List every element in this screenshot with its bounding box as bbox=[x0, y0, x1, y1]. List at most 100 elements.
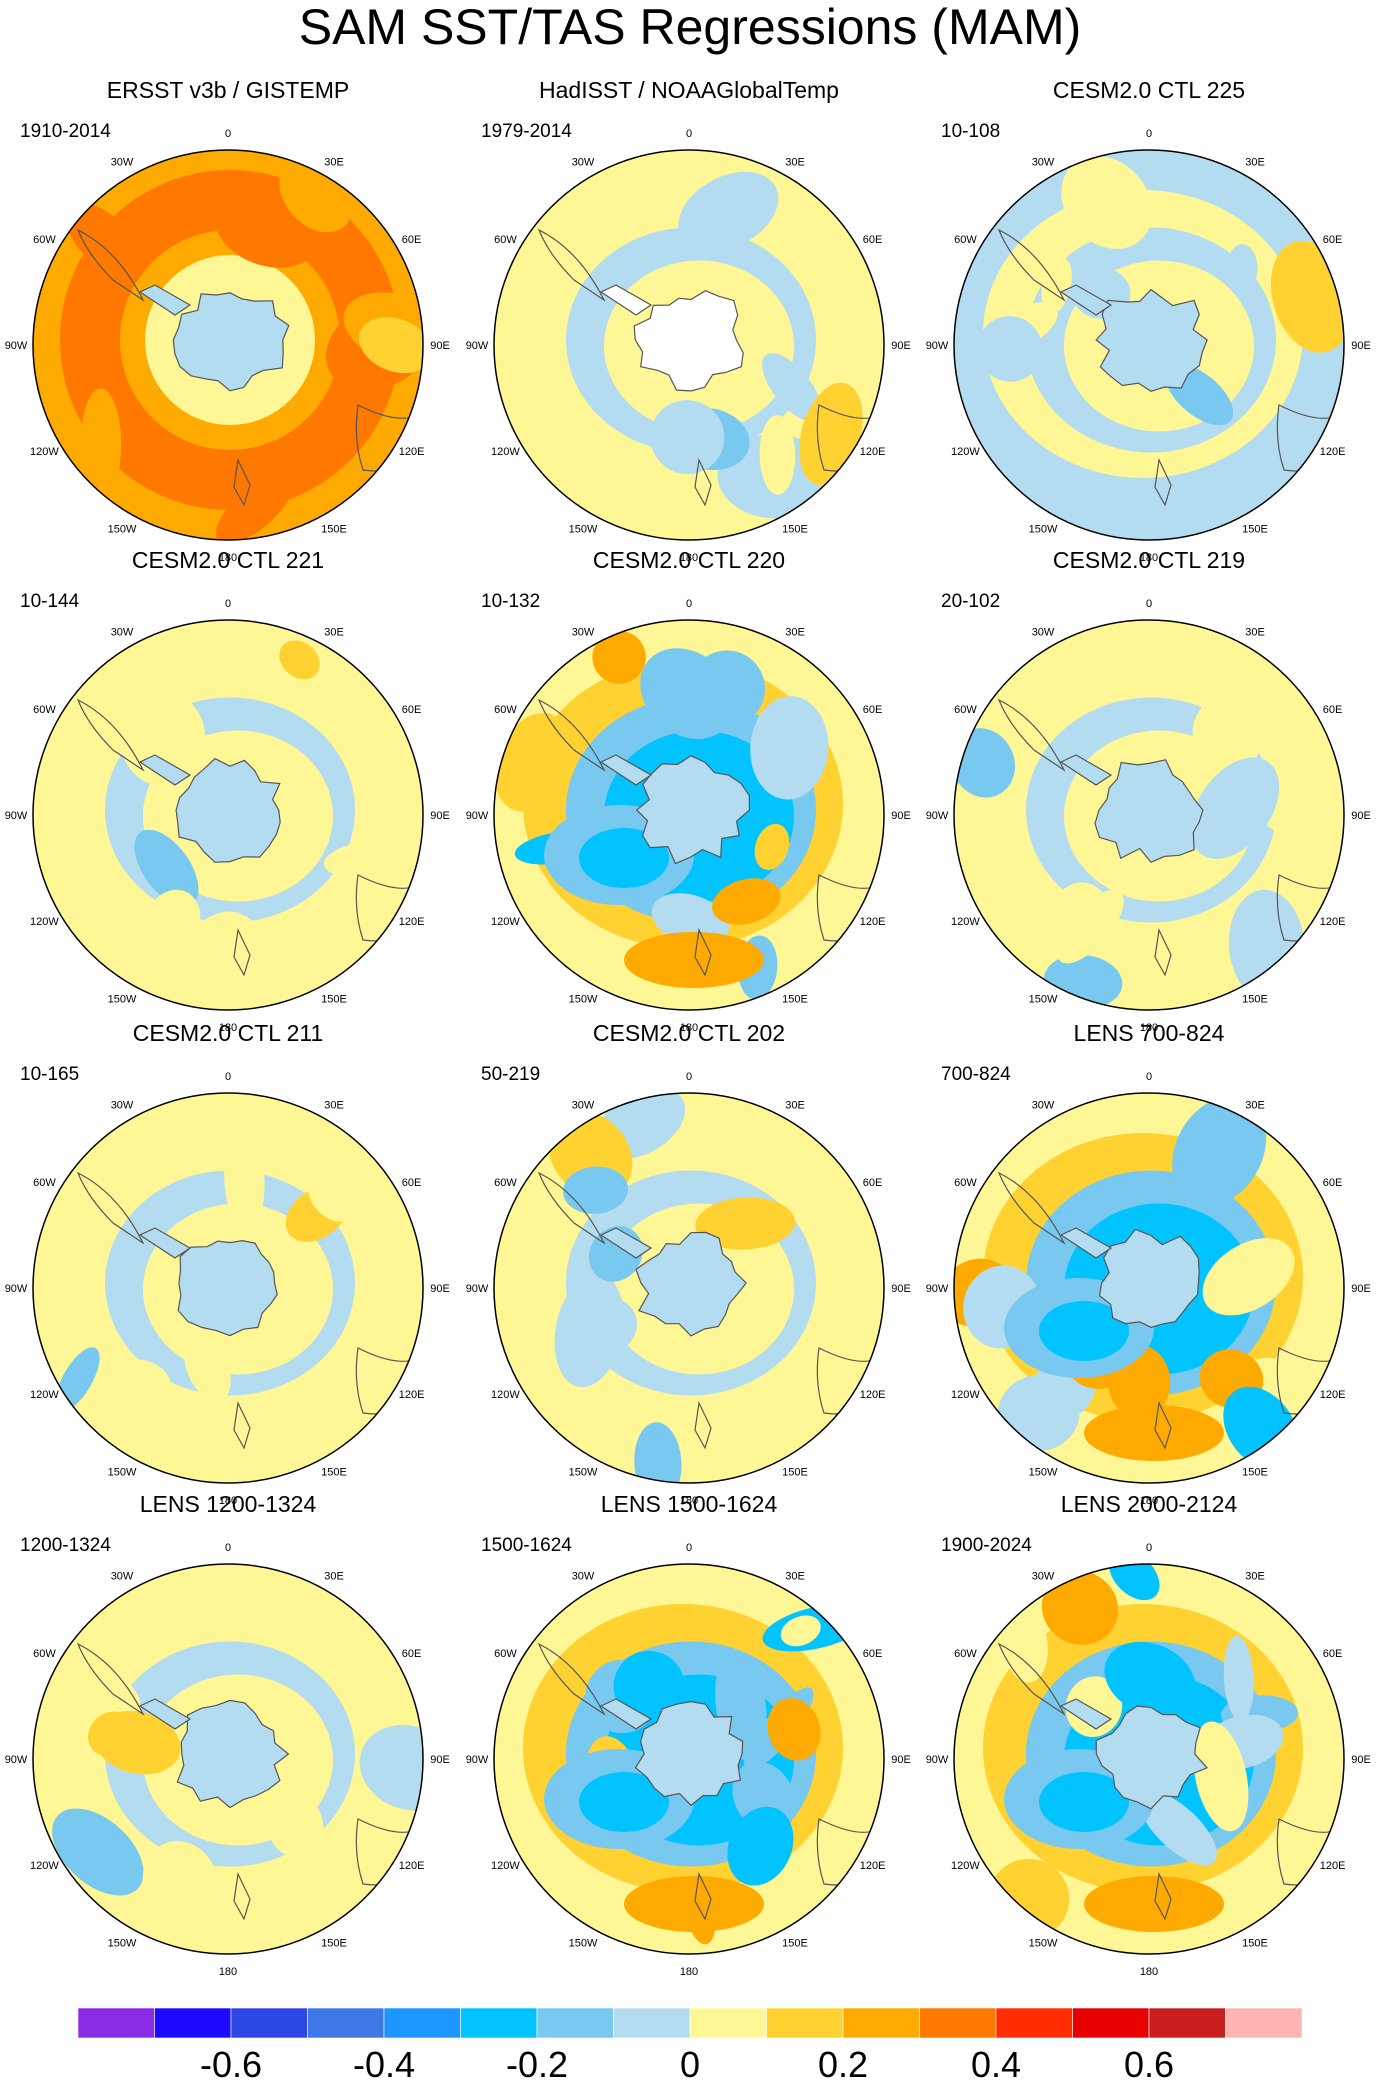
longitude-label: 120E bbox=[399, 1860, 425, 1872]
longitude-label: 60W bbox=[954, 234, 977, 246]
contour-field bbox=[494, 1093, 884, 1483]
panel-period: 10-132 bbox=[481, 591, 540, 612]
contour-band bbox=[359, 317, 423, 374]
longitude-label: 150E bbox=[321, 524, 347, 536]
contour-band bbox=[1084, 1876, 1224, 1932]
map-border bbox=[32, 619, 424, 1011]
longitude-label: 90E bbox=[1351, 810, 1371, 822]
antarctica-outline bbox=[172, 292, 290, 392]
contour-band bbox=[592, 630, 646, 684]
map-border bbox=[953, 619, 1345, 1011]
new-zealand-coast bbox=[1154, 457, 1172, 507]
contour-band bbox=[759, 415, 796, 495]
longitude-label: 90E bbox=[891, 1283, 911, 1295]
south-america-coast bbox=[997, 228, 1066, 302]
longitude-label: 90W bbox=[5, 810, 28, 822]
panel-title: CESM2.0 CTL 220 bbox=[593, 547, 785, 573]
longitude-label: 30E bbox=[785, 1570, 805, 1582]
longitude-label: 120W bbox=[30, 916, 59, 928]
contour-band bbox=[678, 171, 779, 252]
longitude-label: 0 bbox=[686, 128, 692, 140]
contour-field bbox=[33, 620, 423, 1010]
contour-band bbox=[754, 823, 790, 870]
contour-band bbox=[1172, 1096, 1267, 1206]
panel-period: 1500-1624 bbox=[481, 1535, 572, 1556]
contour-band bbox=[1002, 1603, 1048, 1683]
longitude-label: 150W bbox=[1029, 524, 1058, 536]
longitude-label: 150W bbox=[569, 1467, 598, 1479]
contour-band bbox=[52, 1808, 144, 1896]
contour-band bbox=[613, 1650, 685, 1724]
contour-band bbox=[1202, 1238, 1295, 1316]
panel-period: 1979-2014 bbox=[481, 121, 572, 142]
antarctica-outline bbox=[1094, 759, 1204, 864]
contour-band bbox=[1226, 244, 1258, 292]
longitude-label: 150W bbox=[108, 1467, 137, 1479]
antarctic-peninsula-outline bbox=[138, 1227, 192, 1259]
panel-title: CESM2.0 CTL 211 bbox=[133, 1020, 323, 1046]
south-america-coast bbox=[76, 228, 145, 302]
africa-coast bbox=[798, 1583, 845, 1605]
longitude-label: 60E bbox=[1323, 1177, 1343, 1189]
longitude-label: 120E bbox=[399, 1389, 425, 1401]
contour-band bbox=[576, 172, 642, 248]
longitude-label: 60W bbox=[954, 1648, 977, 1660]
longitude-label: 120W bbox=[951, 916, 980, 928]
longitude-label: 30E bbox=[1245, 156, 1265, 168]
longitude-label: 150W bbox=[1029, 1467, 1058, 1479]
longitude-label: 60E bbox=[402, 1648, 422, 1660]
longitude-label: 120E bbox=[399, 916, 425, 928]
map-panel: 0 30E 60E 90E 120E 150E 180 150W 120W 90W 60W 30W CE… bbox=[5, 547, 450, 1034]
africa-coast bbox=[798, 1112, 845, 1134]
contour-band bbox=[66, 1171, 121, 1220]
contour-band bbox=[247, 920, 322, 977]
contour-band bbox=[624, 932, 764, 988]
longitude-label: 30W bbox=[572, 156, 595, 168]
map-border bbox=[493, 1563, 885, 1955]
antarctic-peninsula-outline bbox=[1059, 754, 1113, 786]
longitude-label: 60E bbox=[863, 234, 883, 246]
colorbar-swatch bbox=[1225, 2007, 1303, 2039]
longitude-label: 90W bbox=[466, 340, 489, 352]
longitude-label: 120E bbox=[860, 1389, 886, 1401]
contour-band bbox=[1041, 1570, 1119, 1645]
panel-period: 10-108 bbox=[941, 121, 1000, 142]
new-zealand-coast bbox=[694, 1400, 712, 1450]
map-border bbox=[493, 619, 885, 1011]
colorbar-tick-label: -0.4 bbox=[353, 2044, 415, 2085]
map-panel: 0 30E 60E 90E 120E 150E 180 150W 120W 90W 60W 30W Ha… bbox=[466, 77, 911, 564]
longitude-label: 120W bbox=[951, 446, 980, 458]
longitude-label: 60E bbox=[402, 704, 422, 716]
contour-band bbox=[184, 1334, 231, 1402]
longitude-label: 150E bbox=[782, 1467, 808, 1479]
colorbar-tick-label: 0.2 bbox=[818, 2044, 868, 2085]
contour-field bbox=[954, 1093, 1344, 1483]
longitude-label: 180 bbox=[219, 552, 237, 564]
longitude-label: 60W bbox=[494, 1648, 517, 1660]
longitude-label: 120E bbox=[860, 916, 886, 928]
colorbar-swatch bbox=[154, 2007, 232, 2039]
longitude-label: 30W bbox=[1032, 1570, 1055, 1582]
contour-band bbox=[977, 316, 1043, 382]
longitude-label: 60W bbox=[494, 704, 517, 716]
longitude-label: 90W bbox=[466, 810, 489, 822]
contour-band bbox=[554, 1273, 625, 1388]
contour-band bbox=[579, 1772, 669, 1832]
panel-title: LENS 2000-2124 bbox=[1061, 1491, 1238, 1517]
longitude-label: 60W bbox=[954, 1177, 977, 1189]
contour-band bbox=[93, 1359, 171, 1417]
colorbar-tick-label: 0 bbox=[680, 2044, 700, 2085]
longitude-label: 180 bbox=[680, 552, 698, 564]
longitude-label: 90W bbox=[926, 1283, 949, 1295]
panel-period: 20-102 bbox=[941, 591, 1000, 612]
contour-band bbox=[1039, 1301, 1129, 1361]
antarctic-peninsula-outline bbox=[138, 754, 192, 786]
longitude-label: 90E bbox=[430, 810, 450, 822]
longitude-label: 180 bbox=[1140, 552, 1158, 564]
colorbar-swatch bbox=[613, 2007, 691, 2039]
contour-band bbox=[142, 1841, 218, 1920]
africa-coast bbox=[337, 169, 384, 191]
antarctica-outline bbox=[175, 757, 281, 863]
longitude-label: 30E bbox=[785, 156, 805, 168]
